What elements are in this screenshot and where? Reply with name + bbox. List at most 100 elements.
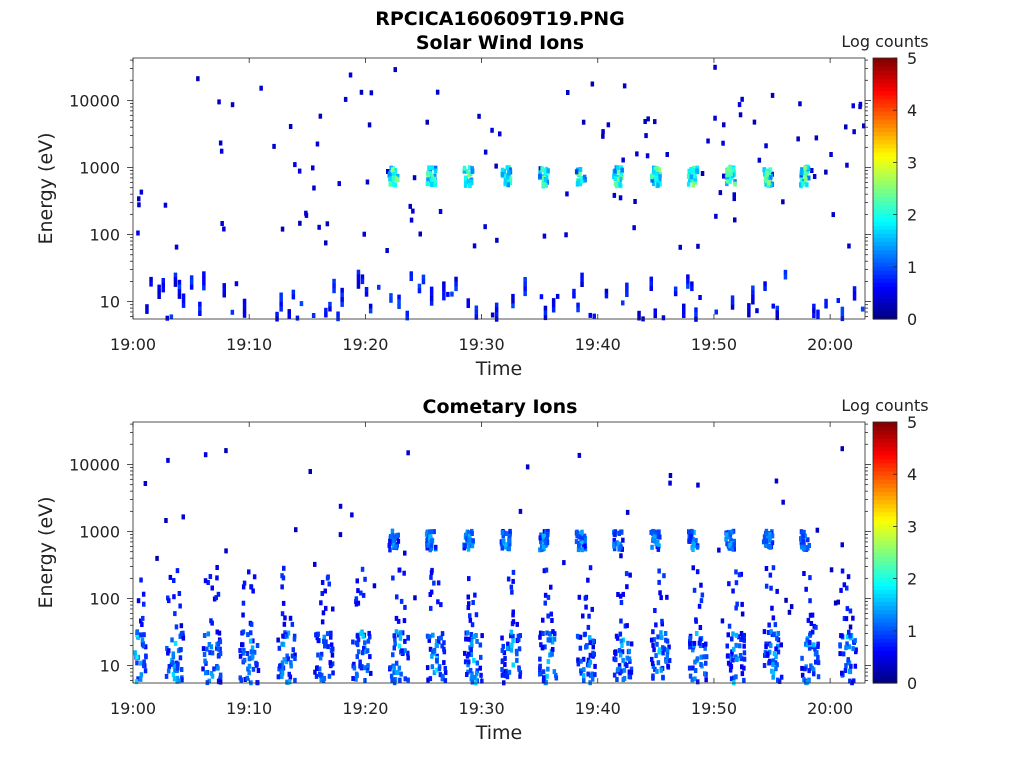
- colorbar-swatch: [873, 58, 897, 63]
- colorbar-swatch: [873, 523, 897, 529]
- heatmap-cell: [588, 659, 593, 665]
- x-tick-label: 20:00: [807, 699, 853, 718]
- heatmap-cell: [767, 649, 772, 655]
- heatmap-cell: [735, 657, 739, 662]
- heatmap-cell: [694, 618, 698, 624]
- heatmap-cell: [694, 307, 698, 313]
- colorbar-swatch: [873, 98, 897, 104]
- heatmap-cell: [436, 580, 441, 586]
- heatmap-cell: [812, 642, 816, 648]
- heatmap-cell: [394, 533, 399, 539]
- heatmap-cell: [290, 653, 295, 659]
- heatmap-cell: [468, 183, 472, 189]
- heatmap-cell: [763, 650, 768, 656]
- heatmap-cell: [398, 635, 403, 641]
- heatmap-cell: [548, 652, 552, 658]
- colorbar-swatch: [873, 184, 897, 190]
- heatmap-cell: [551, 302, 556, 308]
- heatmap-cell: [799, 539, 803, 545]
- heatmap-cell: [308, 469, 312, 474]
- heatmap-cell: [586, 671, 590, 677]
- heatmap-cell: [249, 630, 253, 636]
- heatmap-cell: [551, 647, 555, 652]
- heatmap-cell: [691, 565, 695, 571]
- x-tick-label: 19:10: [226, 699, 272, 718]
- heatmap-cell: [421, 274, 426, 280]
- heatmap-cell: [770, 605, 774, 611]
- heatmap-cell: [738, 653, 743, 658]
- heatmap-cell: [649, 281, 653, 287]
- heatmap-cell: [511, 612, 515, 618]
- heatmap-cell: [829, 152, 833, 157]
- heatmap-cell: [216, 678, 221, 684]
- heatmap-cell: [653, 119, 657, 125]
- heatmap-cell: [553, 631, 557, 637]
- heatmap-cell: [507, 669, 512, 675]
- heatmap-cell: [690, 677, 694, 683]
- heatmap-cell: [340, 297, 344, 303]
- heatmap-cell: [368, 654, 372, 660]
- heatmap-cell: [495, 237, 499, 243]
- heatmap-cell: [189, 280, 194, 285]
- heatmap-cell: [355, 578, 359, 584]
- heatmap-cell: [356, 637, 361, 643]
- heatmap-cell: [483, 224, 487, 230]
- heatmap-cell: [727, 534, 731, 540]
- heatmap-cell: [696, 482, 700, 488]
- heatmap-cell: [731, 631, 735, 637]
- heatmap-cell: [428, 592, 432, 597]
- heatmap-cell: [247, 663, 252, 669]
- heatmap-cell: [442, 649, 447, 655]
- heatmap-cell: [252, 649, 257, 655]
- heatmap-cell: [318, 672, 322, 677]
- heatmap-cell: [166, 457, 170, 463]
- heatmap-cell: [327, 581, 331, 587]
- heatmap-cell: [142, 663, 146, 669]
- heatmap-cell: [436, 599, 440, 605]
- colorbar-swatch: [873, 90, 897, 96]
- heatmap-cell: [425, 537, 429, 543]
- heatmap-cell: [807, 543, 811, 548]
- heatmap-cell: [469, 632, 474, 637]
- heatmap-cell: [385, 248, 389, 253]
- heatmap-cell: [699, 598, 704, 604]
- heatmap-cell: [139, 189, 144, 195]
- heatmap-cell: [247, 569, 251, 575]
- heatmap-cell: [474, 305, 479, 311]
- heatmap-cell: [779, 674, 784, 680]
- heatmap-cell: [768, 537, 772, 543]
- heatmap-cell: [368, 308, 373, 314]
- heatmap-cell: [168, 574, 173, 580]
- heatmap-cell: [500, 635, 504, 641]
- heatmap-cell: [402, 618, 407, 624]
- heatmap-cell: [362, 231, 366, 237]
- heatmap-cell: [165, 645, 169, 651]
- heatmap-cell: [729, 664, 734, 670]
- heatmap-cell: [593, 663, 597, 669]
- heatmap-cell: [686, 283, 690, 289]
- heatmap-cell: [470, 179, 474, 185]
- heatmap-cell: [622, 675, 627, 681]
- heatmap-cell: [764, 178, 768, 184]
- heatmap-cell: [682, 308, 686, 314]
- heatmap-cell: [479, 672, 483, 678]
- panel-title: Solar Wind Ions: [416, 32, 584, 54]
- heatmap-cell: [838, 643, 842, 649]
- heatmap-cell: [766, 176, 770, 182]
- colorbar-tick-label: 0: [907, 310, 917, 329]
- heatmap-cell: [541, 678, 546, 684]
- heatmap-cell: [653, 666, 657, 672]
- heatmap-cell: [500, 545, 504, 551]
- heatmap-cell: [255, 643, 260, 648]
- heatmap-cell: [699, 662, 703, 667]
- heatmap-cell: [397, 294, 401, 300]
- colorbar-swatch: [873, 556, 897, 562]
- heatmap-cell: [323, 643, 327, 649]
- colorbar-swatch: [873, 479, 897, 484]
- heatmap-cell: [372, 583, 377, 589]
- heatmap-cell: [173, 281, 178, 287]
- heatmap-cell: [625, 584, 629, 590]
- heatmap-cell: [726, 660, 731, 666]
- heatmap-cell: [644, 133, 648, 139]
- heatmap-cell: [406, 650, 410, 656]
